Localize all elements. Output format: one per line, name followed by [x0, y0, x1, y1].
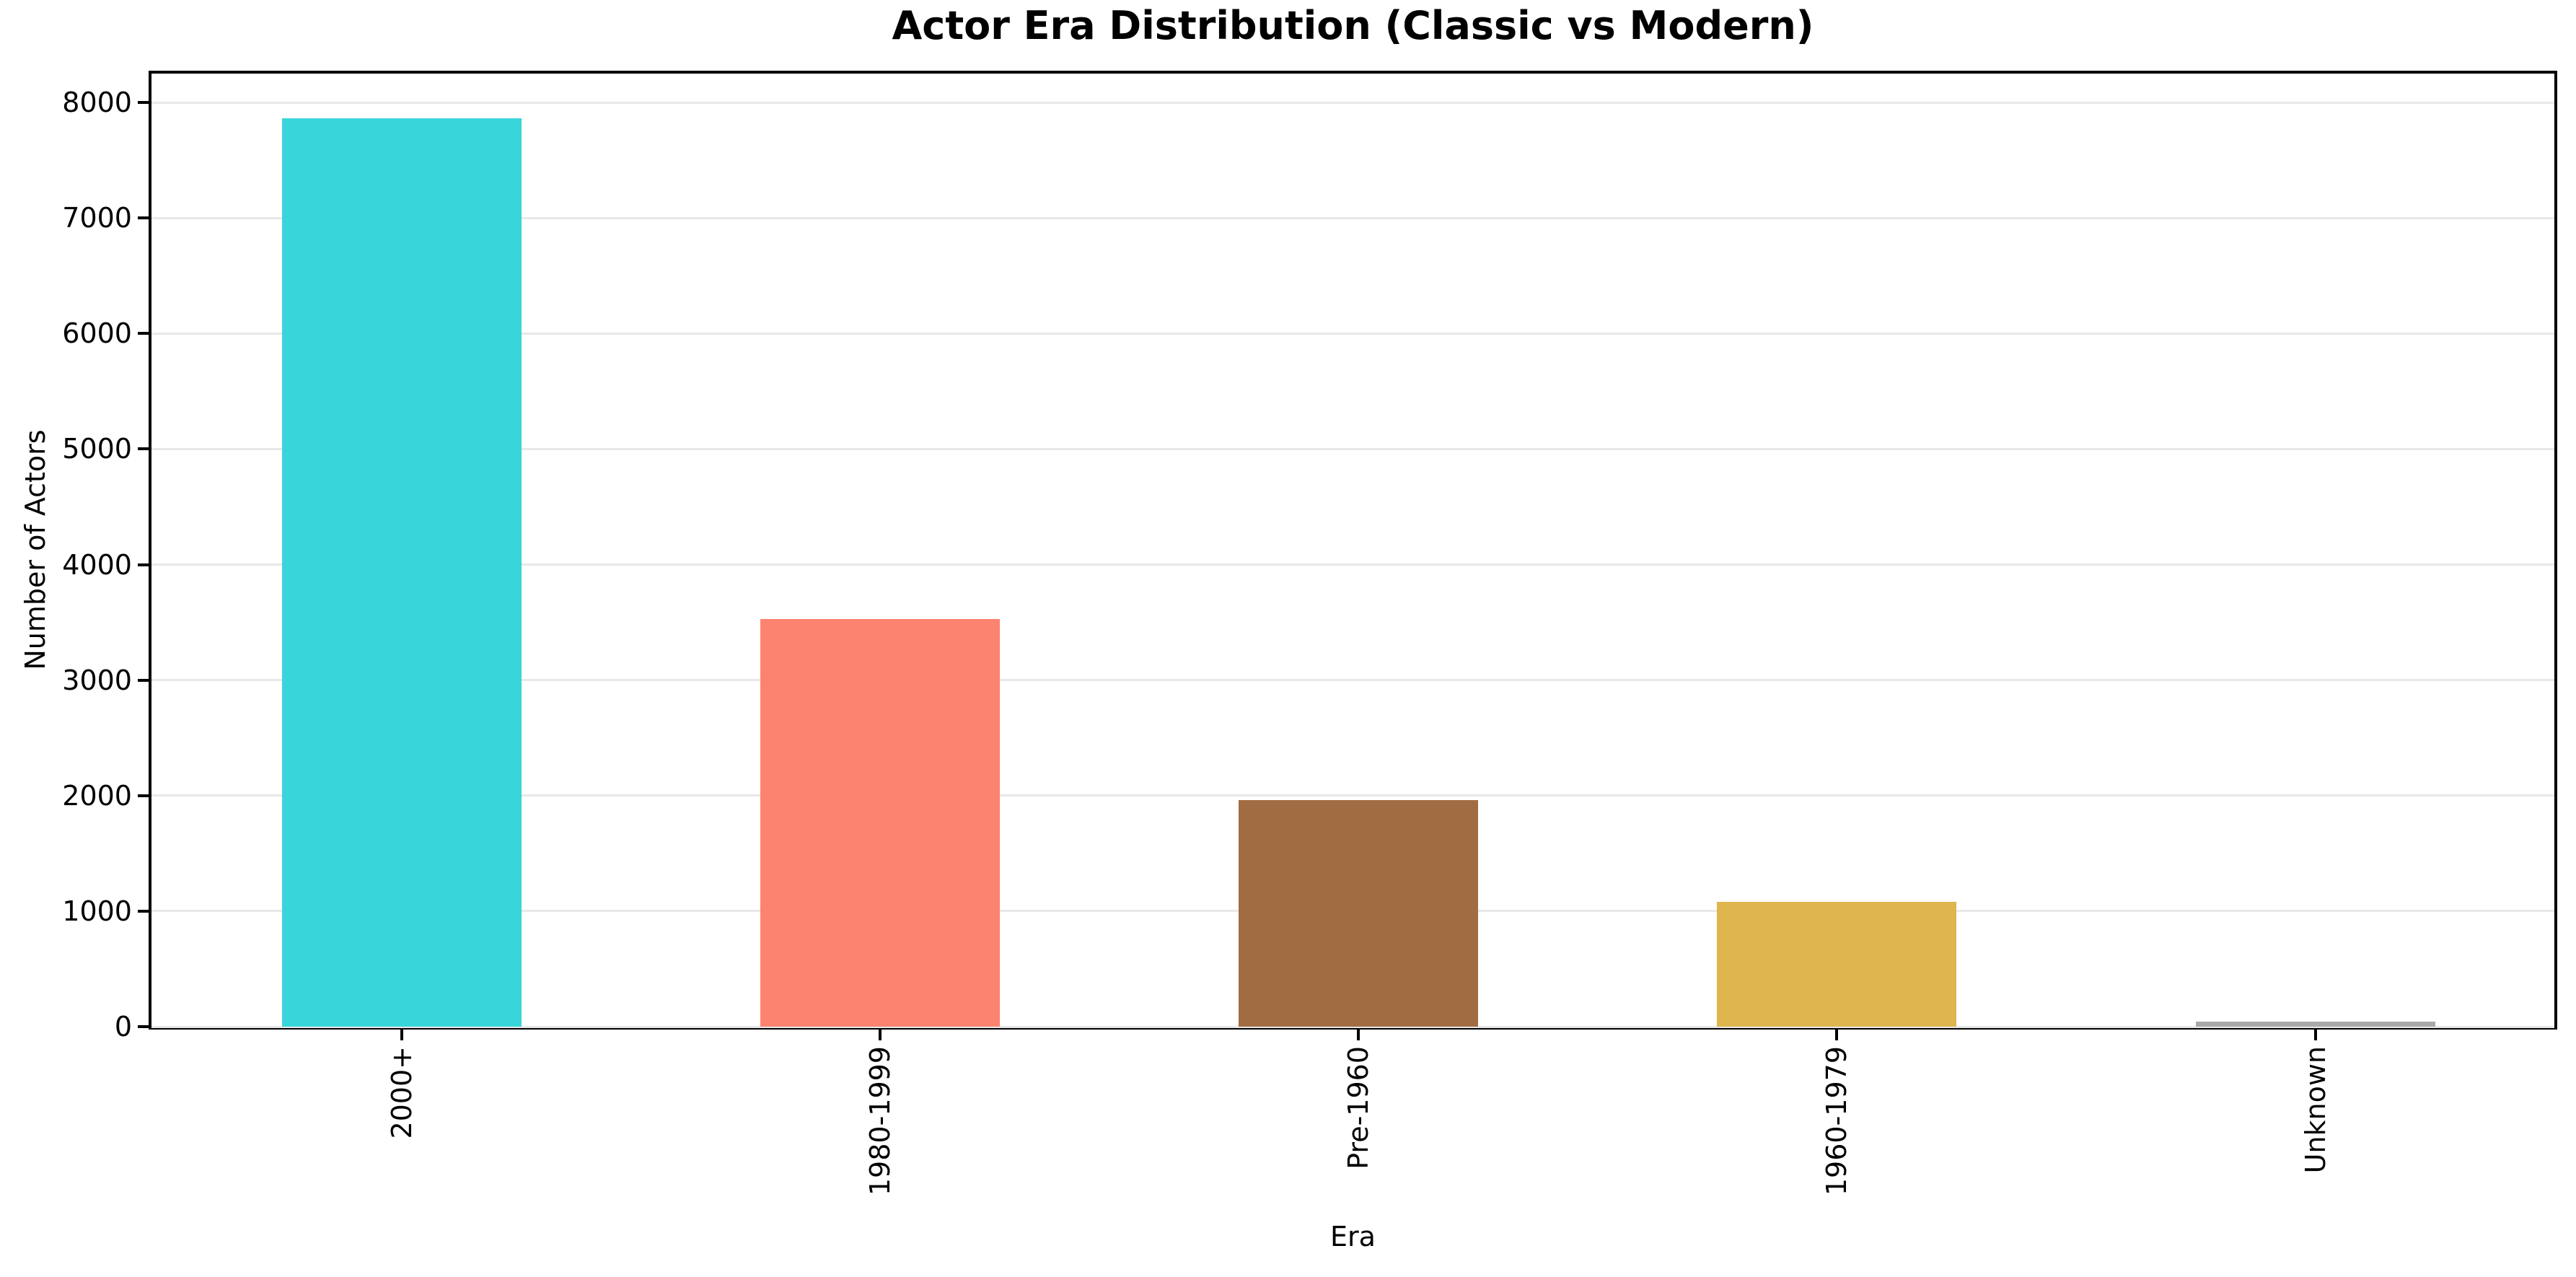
x-tick-label-0: 2000+ [385, 1046, 418, 1139]
y-tick-mark-5000 [138, 447, 149, 451]
gridline-4000 [151, 563, 2554, 566]
y-tick-mark-1000 [138, 909, 149, 913]
bar-1980-1999 [760, 618, 1000, 1027]
y-axis-label: Number of Actors [19, 429, 51, 670]
y-tick-label-1000: 1000 [62, 895, 132, 927]
bar-1960-1979 [1717, 902, 1957, 1027]
x-tick-mark-1 [878, 1030, 882, 1040]
chart-title: Actor Era Distribution (Classic vs Moder… [892, 3, 1814, 48]
x-tick-label-1: 1980-1999 [863, 1046, 896, 1196]
gridline-8000 [151, 101, 2554, 104]
x-tick-mark-0 [400, 1030, 403, 1040]
gridline-3000 [151, 679, 2554, 682]
gridline-6000 [151, 332, 2554, 335]
y-tick-mark-4000 [138, 563, 149, 566]
y-tick-label-7000: 7000 [62, 202, 132, 234]
x-tick-mark-4 [2313, 1030, 2317, 1040]
x-tick-mark-3 [1835, 1030, 1839, 1040]
y-tick-label-2000: 2000 [62, 779, 132, 812]
x-tick-label-3: 1960-1979 [1821, 1046, 1853, 1196]
x-tick-label-2: Pre-1960 [1342, 1046, 1374, 1170]
plot-area [149, 71, 2557, 1030]
y-tick-label-5000: 5000 [62, 433, 132, 465]
y-tick-label-4000: 4000 [62, 548, 132, 581]
gridline-0 [151, 1025, 2554, 1028]
bar-pre-1960 [1239, 800, 1478, 1027]
y-tick-mark-2000 [138, 794, 149, 797]
x-axis-label: Era [1330, 1221, 1376, 1252]
y-tick-label-3000: 3000 [62, 664, 132, 696]
y-tick-label-0: 0 [114, 1011, 132, 1043]
y-tick-mark-7000 [138, 216, 149, 220]
y-tick-mark-0 [138, 1025, 149, 1028]
y-tick-mark-8000 [138, 101, 149, 105]
y-tick-mark-6000 [138, 332, 149, 335]
bar-unknown [2195, 1021, 2435, 1027]
x-tick-label-4: Unknown [2299, 1046, 2331, 1174]
bar-2000- [281, 118, 522, 1027]
y-tick-mark-3000 [138, 678, 149, 682]
gridline-7000 [151, 216, 2554, 219]
gridline-5000 [151, 447, 2554, 450]
y-tick-label-8000: 8000 [62, 87, 132, 119]
x-tick-mark-2 [1357, 1030, 1360, 1040]
gridline-2000 [151, 794, 2554, 797]
y-tick-label-6000: 6000 [62, 317, 132, 350]
